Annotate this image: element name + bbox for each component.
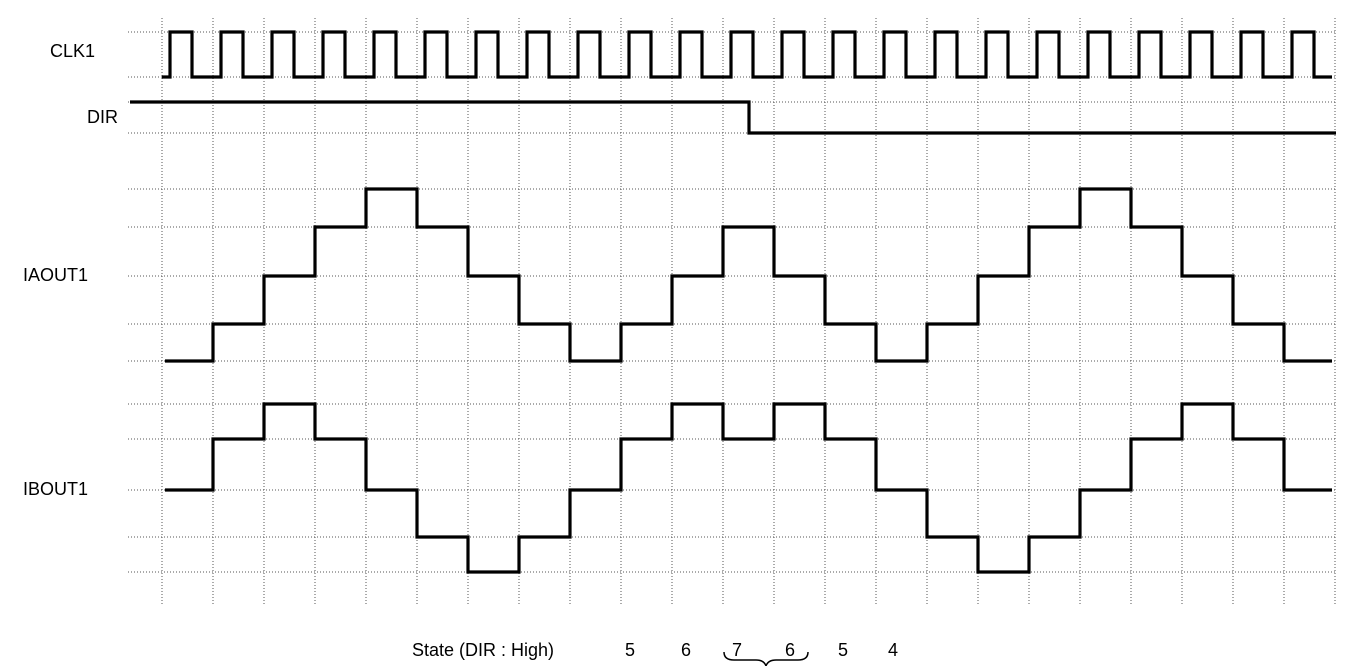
state-number: 5 <box>625 640 635 660</box>
clk-wave <box>162 30 1332 79</box>
dir-wave <box>130 100 1336 135</box>
grid <box>128 18 1336 605</box>
state-number: 6 <box>681 640 691 660</box>
state-number: 4 <box>888 640 898 660</box>
signal-label: IAOUT1 <box>23 265 88 285</box>
state-number: 6 <box>785 640 795 660</box>
ibout-wave <box>165 402 1332 574</box>
signal-label: IBOUT1 <box>23 479 88 499</box>
iaout-wave <box>165 187 1332 363</box>
state-number: 5 <box>838 640 848 660</box>
waveforms <box>130 30 1336 574</box>
state-number: 7 <box>732 640 742 660</box>
signal-label: DIR <box>87 107 118 127</box>
signal-label: CLK1 <box>50 41 95 61</box>
state-title: State (DIR : High) <box>412 640 554 660</box>
